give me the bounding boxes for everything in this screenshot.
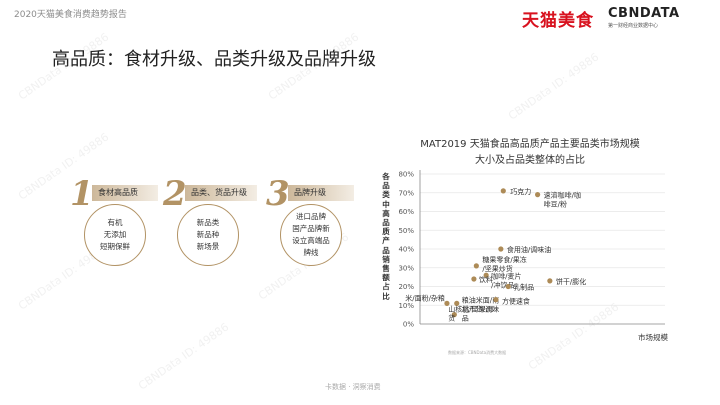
data-label: 咖啡/麦片/冲饮品 xyxy=(491,271,521,289)
pillar-circle: 有机 无添加 短期保鲜 xyxy=(84,204,146,266)
chart-title-line1: MAT2019 天猫食品高品质产品主要品类市场规模 xyxy=(420,139,640,150)
pillar-label: 品类、货品升级 xyxy=(185,185,257,201)
data-point xyxy=(505,283,511,290)
data-label: 饼干/膨化 xyxy=(556,277,586,286)
pillar-circle: 进口品牌 国产品牌新 设立高端品 牌线 xyxy=(280,204,342,266)
pillar-circle: 新品类 新品种 新场景 xyxy=(177,204,239,266)
y-tick-label: 50% xyxy=(398,227,414,235)
pillar-item: 牌线 xyxy=(303,248,319,257)
pillar-item: 国产品牌新 xyxy=(292,224,330,233)
y-tick-label: 40% xyxy=(398,246,414,254)
chart-title-line2: 大小及占品类整体的占比 xyxy=(475,155,585,166)
report-title: 2020天猫美食消费趋势报告 xyxy=(14,10,127,20)
data-label: 乳制品 xyxy=(513,283,534,292)
chart-y-axis-label: 各品类中高品质产品销售额占比 xyxy=(382,172,390,301)
pillar-number: 2 xyxy=(163,174,187,214)
data-label: 米/面粉/杂粮 xyxy=(405,293,445,302)
pillar-item: 新品类 xyxy=(196,218,220,227)
data-point xyxy=(535,192,541,198)
data-label: 糖果零食/果冻/坚果炒货 xyxy=(482,255,526,273)
y-tick-label: 70% xyxy=(398,189,414,197)
pillar-item: 新品种 xyxy=(196,230,220,239)
pillar-number: 3 xyxy=(266,174,290,214)
data-label: 饮料 xyxy=(479,275,493,284)
x-axis-label: 市场规模 xyxy=(638,332,668,342)
data-label: 巧克力 xyxy=(510,187,531,196)
source-note: 数据来源：CBNData消费大数据 xyxy=(448,350,507,355)
page-title: 高品质：食材升级、品类升级及品牌升级 xyxy=(52,49,376,70)
pillar-2: 2 品类、货品升级 新品类 新品种 新场景 xyxy=(163,174,257,272)
y-tick-label: 30% xyxy=(398,264,414,272)
pillar-1: 1 食材高品质 有机 无添加 短期保鲜 xyxy=(70,174,162,272)
data-label: 食用油/调味油 xyxy=(507,245,551,254)
tmall-food-logo: 天猫美食 xyxy=(522,11,594,31)
pillar-item: 短期保鲜 xyxy=(100,242,130,251)
data-point xyxy=(471,276,477,282)
data-label: 粮油米面/南北干货/调味品 xyxy=(462,295,499,322)
footer-text: 卡数据 · 洞察消费 xyxy=(325,383,381,391)
pillar-label: 品牌升级 xyxy=(288,185,354,201)
cbndata-logo: CBNDATA 第一财经商业数据中心 xyxy=(608,6,680,29)
pillar-label: 食材高品质 xyxy=(92,185,158,201)
y-tick-label: 10% xyxy=(398,302,414,310)
data-point xyxy=(493,297,499,303)
data-label: 速溶咖啡/咖啡豆/粉 xyxy=(544,191,581,209)
chart-title: MAT2019 天猫食品高品质产品主要品类市场规模 大小及占品类整体的占比 xyxy=(385,137,675,169)
data-point xyxy=(483,272,489,278)
data-point xyxy=(473,263,479,269)
pillar-number: 1 xyxy=(70,174,94,214)
data-point xyxy=(444,300,450,306)
data-point xyxy=(500,188,506,194)
data-point xyxy=(451,312,457,318)
y-tick-label: 0% xyxy=(403,321,414,329)
data-point xyxy=(547,278,553,284)
pillar-item: 进口品牌 xyxy=(296,212,326,221)
y-tick-label: 60% xyxy=(398,208,414,216)
pillar-item: 无添加 xyxy=(103,230,127,239)
data-point xyxy=(454,300,460,306)
data-label: 山核桃/坚果/炒货 xyxy=(448,305,495,323)
pillar-item: 新场景 xyxy=(196,242,220,251)
pillar-item: 有机 xyxy=(107,218,123,227)
cbndata-logo-sub: 第一财经商业数据中心 xyxy=(608,23,659,29)
pillar-3: 3 品牌升级 进口品牌 国产品牌新 设立高端品 牌线 xyxy=(266,174,358,272)
cbndata-logo-text: CBNDATA xyxy=(608,6,680,21)
data-point xyxy=(498,246,504,252)
y-tick-label: 20% xyxy=(398,283,414,291)
pillar-item: 设立高端品 xyxy=(292,236,330,245)
data-label: 方便速食 xyxy=(502,297,530,306)
y-tick-label: 80% xyxy=(398,171,414,179)
